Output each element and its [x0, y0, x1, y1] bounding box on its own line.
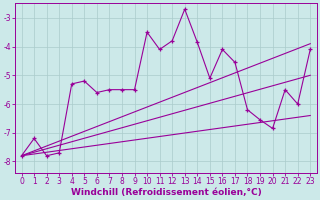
X-axis label: Windchill (Refroidissement éolien,°C): Windchill (Refroidissement éolien,°C) [70, 188, 261, 197]
